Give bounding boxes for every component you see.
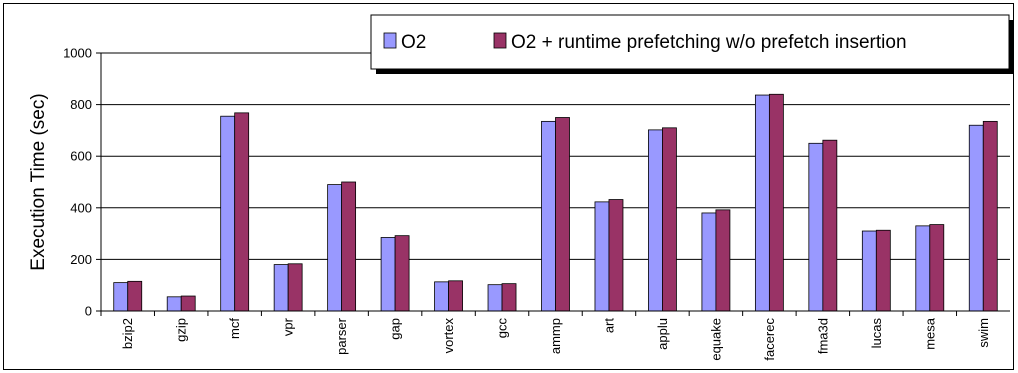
bar-o2-facerec	[754, 94, 770, 312]
y-tick-label: 0	[85, 304, 92, 319]
x-tick-labels: bzip2 gzip mcf vpr parser gap vortex gcc ammp art…	[120, 317, 991, 360]
y-tick-label: 1000	[63, 46, 92, 61]
legend-swatch-runtime-prefetching	[493, 32, 507, 49]
bar-o2-equake	[701, 212, 717, 312]
bar-o2-lucas	[861, 230, 877, 312]
legend-label-runtime-prefetching: O2 + runtime prefetching w/o prefetch in…	[511, 32, 907, 53]
bar-runtime-prefetching-mcf	[234, 112, 250, 312]
x-tick-label-fma3d: fma3d	[815, 318, 830, 354]
bar-runtime-prefetching-lucas	[875, 229, 891, 312]
bar-runtime-prefetching-gcc	[501, 283, 517, 312]
bar-o2-gzip	[166, 296, 182, 312]
bar-runtime-prefetching-swim	[982, 120, 998, 312]
bar-runtime-prefetching-ammp	[555, 117, 570, 312]
x-tick-label-gcc: gcc	[495, 318, 510, 339]
bar-runtime-prefetching-mesa	[929, 224, 945, 312]
bar-o2-mesa	[915, 225, 931, 312]
x-tick-label-ammp: ammp	[548, 318, 563, 354]
x-tick-label-mesa: mesa	[922, 317, 937, 350]
bar-runtime-prefetching-vpr	[287, 263, 303, 312]
x-tick-label-art: art	[601, 318, 616, 334]
x-tick-label-facerec: facerec	[762, 318, 777, 361]
x-tick-label-lucas: lucas	[869, 318, 884, 349]
bar-runtime-prefetching-parser	[341, 181, 357, 312]
y-tick-label: 200	[70, 252, 92, 267]
bar-runtime-prefetching-applu	[662, 127, 677, 312]
x-tick-label-mcf: mcf	[227, 318, 242, 339]
bar-runtime-prefetching-equake	[715, 209, 731, 312]
bar-runtime-prefetching-fma3d	[822, 139, 838, 312]
x-tick-label-swim: swim	[976, 318, 991, 348]
bar-o2-fma3d	[808, 142, 824, 312]
x-tick-label-gzip: gzip	[174, 318, 189, 342]
bar-o2-swim	[968, 124, 984, 312]
bars	[113, 93, 998, 312]
bar-o2-applu	[648, 129, 663, 312]
bar-o2-gcc	[487, 284, 503, 312]
bar-o2-parser	[327, 184, 343, 312]
bar-o2-vortex	[434, 281, 449, 312]
bar-runtime-prefetching-art	[608, 199, 624, 312]
x-tick-label-vpr: vpr	[281, 317, 296, 336]
bar-o2-ammp	[541, 120, 556, 312]
y-tick-label: 400	[70, 200, 92, 215]
y-tick-label: 800	[70, 97, 92, 112]
bar-o2-art	[594, 201, 610, 312]
bar-runtime-prefetching-facerec	[768, 93, 784, 312]
x-tick-label-gap: gap	[388, 318, 403, 340]
legend-box	[370, 14, 1010, 70]
y-tick-label: 600	[70, 149, 92, 164]
axes	[96, 52, 1010, 316]
x-tick-label-parser: parser	[334, 317, 349, 355]
bar-o2-mcf	[220, 115, 236, 312]
x-tick-label-bzip2: bzip2	[120, 318, 135, 349]
y-axis-title: Execution Time (sec)	[28, 93, 49, 270]
legend-swatch-o2	[383, 32, 397, 49]
x-tick-label-applu: applu	[655, 318, 670, 350]
y-tick-labels: 0 200 400 600 800 1000	[63, 46, 92, 319]
bar-runtime-prefetching-bzip2	[127, 280, 143, 312]
legend: O2 O2 + runtime prefetching w/o prefetch…	[370, 14, 1014, 74]
bar-o2-bzip2	[113, 282, 129, 312]
bar-o2-vpr	[273, 264, 289, 312]
bar-runtime-prefetching-vortex	[448, 280, 463, 312]
x-tick-label-vortex: vortex	[441, 318, 456, 354]
bar-runtime-prefetching-gzip	[180, 295, 196, 312]
bar-o2-gap	[380, 237, 396, 312]
x-tick-label-equake: equake	[708, 318, 723, 361]
legend-label-o2: O2	[401, 32, 426, 53]
bar-runtime-prefetching-gap	[394, 235, 410, 312]
